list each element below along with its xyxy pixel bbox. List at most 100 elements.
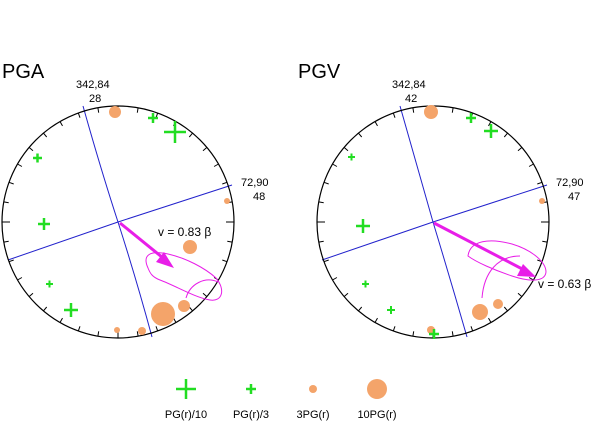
pgv-velocity-label: v = 0.63 β (538, 277, 591, 291)
pgv-rupture-contour-outer (467, 240, 547, 281)
panel-title-pgv: PGV (298, 61, 341, 83)
stereonet-tick (213, 163, 219, 167)
legend-small-circle-icon (309, 385, 317, 393)
stereonet-tick (3, 240, 9, 243)
legend-label-large-circle: 10PG(r) (357, 409, 396, 421)
pga-station-markers (33, 106, 230, 335)
station-circle (109, 106, 121, 118)
pga-strike-value-2: 48 (253, 191, 265, 203)
station-plus (348, 153, 355, 161)
stereonet-tick (392, 326, 396, 332)
stereonet-tick (28, 147, 34, 152)
stereonet-tick (97, 107, 100, 113)
stereonet-tick (470, 326, 474, 332)
stereonet-tick (318, 201, 324, 204)
stereonet-tick (97, 331, 100, 337)
stereonet-tick (43, 132, 48, 138)
legend: PG(r)/10 PG(r)/3 3PG(r) 10PG(r) (165, 379, 397, 421)
pga-velocity-label: v = 0.83 β (158, 225, 211, 239)
stereonet-tick (136, 331, 139, 337)
station-plus (148, 113, 158, 123)
station-plus (429, 329, 439, 339)
stereonet-tick (318, 240, 324, 243)
stereonet-tick (188, 306, 193, 312)
station-plus (64, 303, 78, 317)
pga-nodal-plane-1 (82, 105, 153, 338)
pga-strike-value-1: 28 (89, 93, 101, 105)
stereonet-tick (528, 277, 534, 281)
station-plus (387, 306, 395, 314)
legend-large-circle-icon (367, 379, 387, 399)
stereonet-tick (374, 121, 378, 127)
stereonet-tick (77, 112, 81, 118)
station-plus (33, 153, 42, 163)
legend-label-small-plus: PG(r)/3 (233, 409, 269, 421)
stereonet-tick (517, 292, 523, 297)
station-circle (424, 105, 438, 119)
pga-nodal-plane-2 (7, 184, 233, 261)
pgv-panel: PGV 342,84 42 72,90 47 v = 0.63 β (298, 61, 591, 339)
stereonet-tick (227, 240, 233, 243)
stereonet-tick (358, 306, 363, 312)
pga-strike-label-2: 72,90 (241, 177, 269, 189)
station-plus (466, 113, 476, 123)
station-circle (472, 304, 488, 320)
stereonet-tick (202, 147, 208, 152)
legend-small-plus-icon (246, 384, 256, 394)
stereonet-tick (3, 201, 9, 204)
station-plus (484, 124, 498, 138)
stereonet-tick (155, 326, 159, 332)
stereonet-tick (332, 277, 338, 281)
pgv-strike-label-2: 72,90 (556, 177, 584, 189)
station-circle (114, 327, 120, 333)
stereonet-tick (537, 181, 543, 185)
stereonet-tick (17, 277, 23, 281)
stereonet-tick (136, 107, 139, 113)
stereonet-tick (374, 317, 378, 323)
stereonet-tick (77, 326, 81, 332)
station-circle (183, 240, 197, 254)
station-plus (356, 219, 370, 233)
stereonet-tick (222, 181, 228, 185)
legend-label-small-circle: 3PG(r) (297, 409, 330, 421)
stereonet-tick (343, 147, 349, 152)
pga-velocity-arrow-shaft (119, 221, 169, 264)
pgv-strike-value-2: 47 (568, 191, 580, 203)
stereonet-tick (542, 240, 548, 243)
station-circle (493, 299, 503, 309)
stereonet-tick (451, 331, 454, 337)
stereonet-tick (503, 132, 508, 138)
legend-large-plus-icon (176, 379, 196, 399)
stereonet-tick (17, 163, 23, 167)
panel-title-pga: PGA (2, 61, 45, 83)
station-circle (138, 327, 146, 335)
legend-label-large-plus: PG(r)/10 (165, 409, 207, 421)
stereonet-tick (488, 121, 492, 127)
pga-rupture-contour-inner (185, 279, 219, 299)
stereonet-tick (59, 121, 63, 127)
pga-velocity-arrow-head (156, 252, 174, 268)
stereonet-tick (43, 306, 48, 312)
station-plus (46, 280, 53, 288)
stereonet-tick (222, 259, 228, 263)
pgv-velocity-arrow-head (517, 264, 536, 277)
stereonet-tick (332, 163, 338, 167)
pgv-strike-label-1: 342,84 (392, 79, 426, 91)
station-circle (151, 302, 175, 326)
stereonet-tick (28, 292, 34, 297)
pgv-strike-value-1: 42 (405, 93, 417, 105)
station-circle (178, 300, 190, 312)
stereonet-tick (412, 107, 415, 113)
station-plus (362, 280, 369, 288)
stereonet-tick (343, 292, 349, 297)
stereonet-tick (451, 107, 454, 113)
stereonet-tick (528, 163, 534, 167)
stereonet-tick (323, 259, 329, 263)
stereonet-tick (392, 112, 396, 118)
station-circle (224, 198, 230, 204)
stereonet-tick (358, 132, 363, 138)
pgv-station-markers (348, 105, 545, 339)
stereonet-tick (188, 132, 193, 138)
pgv-rupture-contour-inner (481, 255, 521, 299)
